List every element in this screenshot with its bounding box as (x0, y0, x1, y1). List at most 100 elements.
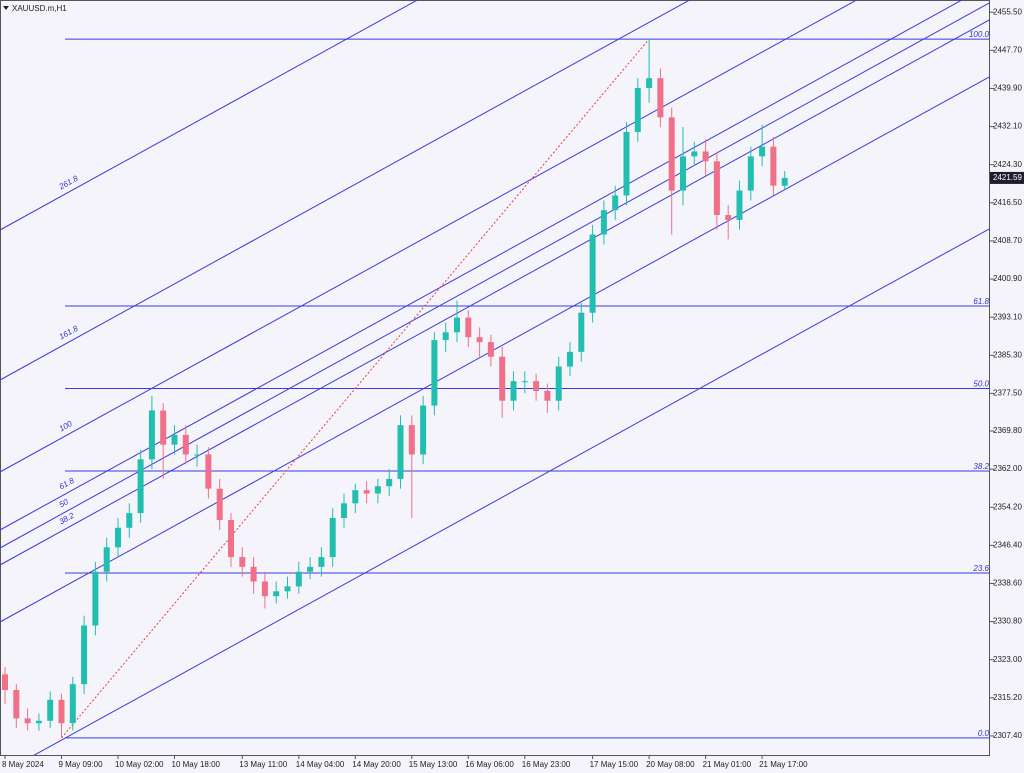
fib-level-label: 38.2 (973, 462, 989, 471)
candle-body (115, 527, 121, 548)
x-tick-label: 15 May 13:00 (409, 760, 458, 769)
candle-body (510, 381, 517, 401)
fib-channel-line (0, 76, 990, 623)
candle-body (657, 78, 664, 118)
candle-body (589, 234, 596, 313)
candle-body (680, 156, 686, 191)
x-tick-label: 16 May 23:00 (522, 760, 571, 769)
fib-channel-line (0, 0, 691, 381)
candle-body (239, 557, 246, 567)
candle-body (747, 156, 754, 191)
candle-body (431, 340, 438, 406)
candle-body (352, 490, 359, 504)
last-price-label: 2421.59 (993, 173, 1022, 182)
candle-body (691, 151, 698, 157)
candle-body (318, 557, 325, 567)
fib-level-label: 0.0 (978, 729, 990, 738)
candle-body (284, 586, 291, 592)
candle-body (216, 488, 223, 520)
fib-level-label: 61.8 (973, 297, 989, 306)
candle-body (578, 312, 585, 352)
candle-body (487, 342, 494, 357)
candle-body (555, 366, 562, 401)
candle-body (160, 410, 167, 445)
candle-body (386, 478, 393, 487)
candle-body (634, 87, 641, 132)
x-tick-label: 13 May 11:00 (239, 760, 287, 769)
candle-body (623, 131, 630, 196)
candle-body (35, 720, 42, 724)
x-tick-label: 10 May 18:00 (172, 760, 221, 769)
candle-body (24, 718, 31, 724)
fib-level-label: 100.0 (969, 30, 990, 39)
candle-body (600, 210, 607, 235)
candle-body (58, 699, 65, 724)
candle-body (148, 410, 155, 460)
y-tick-label: 2369.80 (993, 426, 1022, 435)
x-tick-label: 8 May 2024 (2, 760, 44, 769)
fib-level-label: 23.6 (972, 564, 989, 573)
candle-body (476, 337, 483, 343)
candle-body (454, 317, 460, 333)
candle-body (205, 454, 212, 489)
plot-area (0, 0, 990, 756)
candle-body (194, 454, 201, 456)
candle-body (341, 503, 347, 518)
y-tick-label: 2408.70 (993, 236, 1022, 245)
candle-body (736, 190, 743, 220)
candle-body (397, 425, 404, 479)
candle-body (420, 405, 427, 455)
candle-body (702, 151, 709, 162)
candle-body (13, 690, 20, 719)
y-tick-label: 2307.40 (993, 731, 1022, 740)
candle-body (92, 571, 99, 626)
x-tick-label: 10 May 02:00 (115, 760, 164, 769)
x-tick-label: 14 May 04:00 (296, 760, 345, 769)
fib-channel-line (33, 228, 990, 755)
y-tick-label: 2385.30 (993, 350, 1022, 359)
candle-body (103, 547, 110, 572)
y-tick-label: 2400.90 (993, 274, 1022, 283)
y-tick-label: 2447.70 (993, 45, 1022, 54)
y-tick-label: 2346.40 (993, 540, 1022, 549)
candle-body (363, 490, 370, 494)
y-tick-label: 2416.50 (993, 198, 1022, 207)
fib-level-label: 50.0 (973, 380, 989, 389)
y-tick-label: 2323.00 (993, 655, 1022, 664)
fib-channel-line (0, 0, 419, 231)
candle-body (329, 517, 336, 558)
candle-body (228, 519, 234, 558)
candle-body (295, 571, 302, 587)
fib-trend-line (61, 38, 650, 739)
x-tick-label: 21 May 01:00 (703, 760, 752, 769)
chart-title: XAUUSD.m,H1 (12, 4, 67, 13)
x-tick-label: 17 May 15:00 (590, 760, 639, 769)
y-tick-label: 2330.80 (993, 617, 1022, 626)
candle-body (261, 581, 268, 597)
y-tick-label: 2338.60 (993, 579, 1022, 588)
last-price-box (990, 171, 1024, 184)
fib-channel-line (0, 19, 990, 566)
y-tick-label: 2377.50 (993, 388, 1022, 397)
candle-body (408, 425, 415, 455)
candle-body (521, 381, 528, 383)
x-tick-label: 20 May 08:00 (646, 760, 695, 769)
fib-channel-line (0, 0, 858, 473)
y-tick-label: 2354.20 (993, 502, 1022, 511)
candle-body (725, 215, 732, 220)
candle-body (137, 459, 144, 514)
y-tick-label: 2424.30 (993, 160, 1022, 169)
candle-body (781, 177, 788, 186)
candle-body (171, 434, 178, 445)
candle-body (770, 146, 777, 186)
fib-channel-line (0, 2, 990, 549)
y-tick-label: 2362.00 (993, 464, 1022, 473)
candle-body (250, 566, 257, 582)
y-tick-label: 2393.10 (993, 312, 1022, 321)
menu-arrow[interactable] (3, 6, 9, 10)
candle-body (668, 117, 675, 191)
x-tick-label: 9 May 09:00 (59, 760, 104, 769)
candle-body (759, 146, 766, 157)
